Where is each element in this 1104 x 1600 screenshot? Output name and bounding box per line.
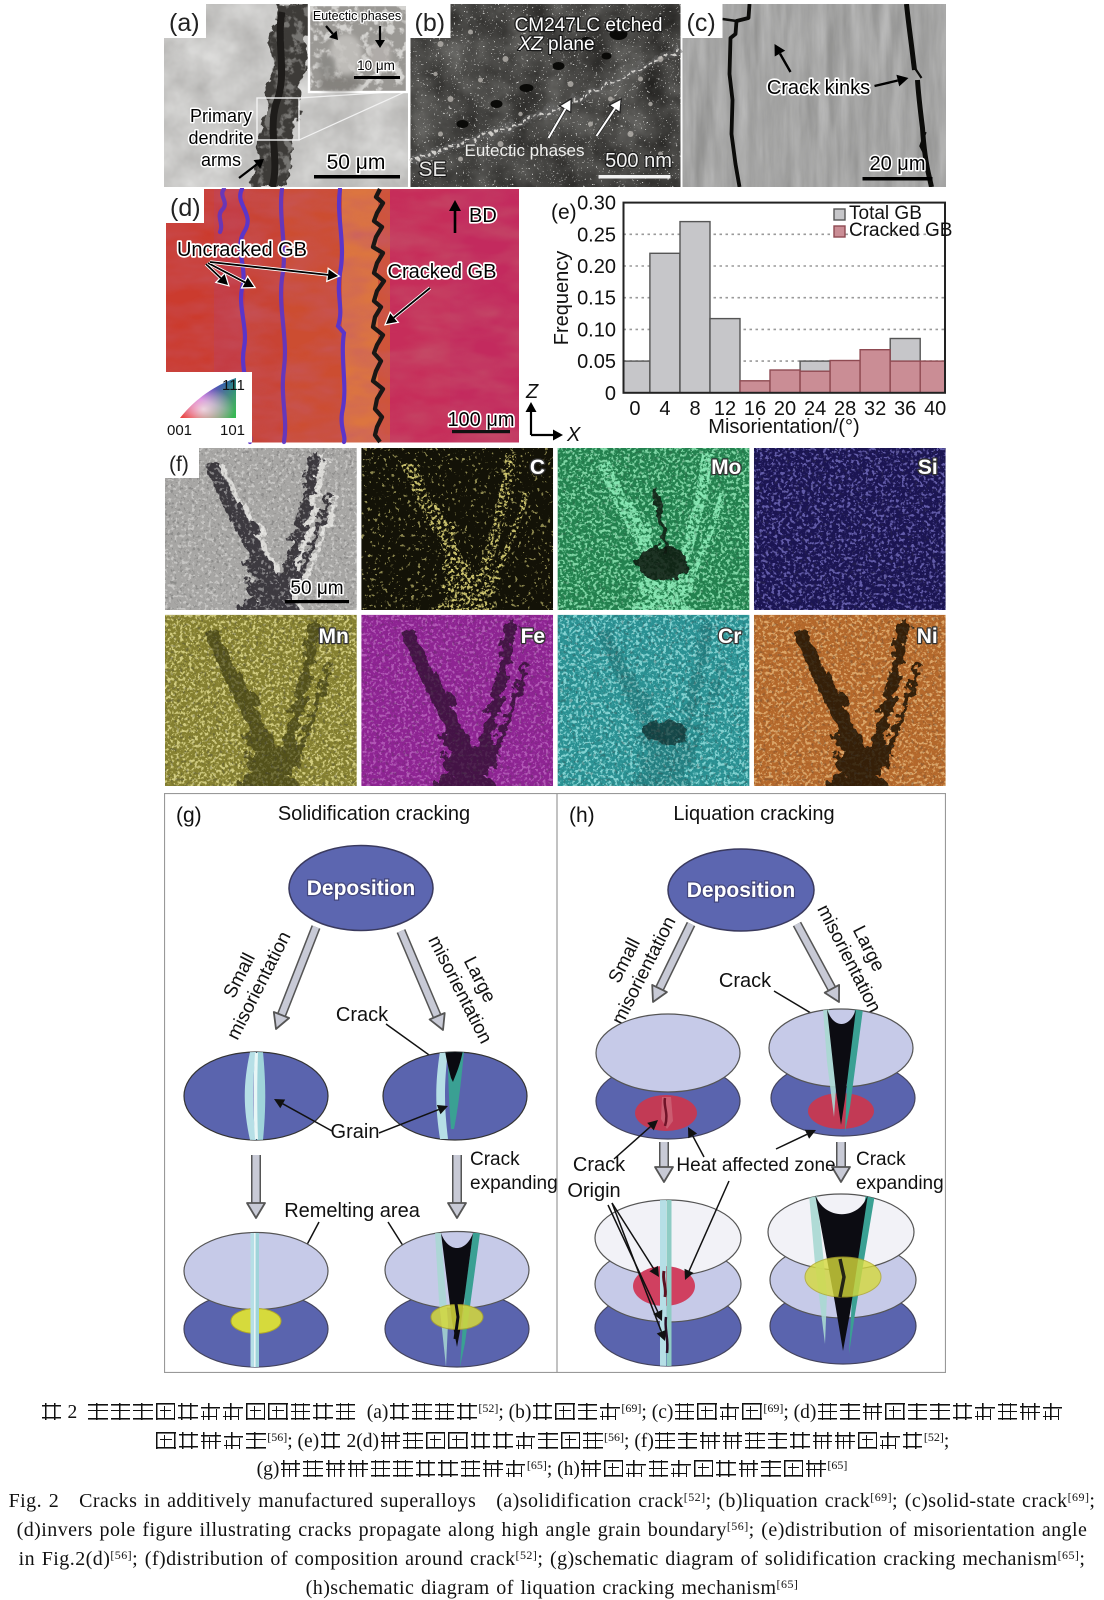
svg-text:(c): (c): [687, 9, 716, 37]
svg-text:(b): (b): [415, 9, 446, 37]
svg-text:4: 4: [659, 398, 670, 420]
svg-text:10 μm: 10 μm: [357, 58, 395, 73]
svg-text:32: 32: [864, 398, 886, 420]
svg-text:0.30: 0.30: [577, 193, 616, 215]
svg-text:20: 20: [774, 398, 796, 420]
svg-text:8: 8: [689, 398, 700, 420]
svg-text:(a): (a): [169, 9, 200, 37]
svg-text:Si: Si: [918, 456, 938, 479]
svg-text:Heat affected zone: Heat affected zone: [676, 1155, 835, 1176]
svg-text:24: 24: [804, 398, 826, 420]
svg-text:Solidification cracking: Solidification cracking: [278, 803, 470, 825]
svg-text:C: C: [530, 456, 545, 479]
svg-text:100 μm: 100 μm: [447, 409, 514, 431]
svg-text:0.10: 0.10: [577, 319, 616, 341]
svg-text:(d): (d): [170, 194, 201, 222]
svg-text:Z: Z: [525, 381, 539, 403]
svg-text:Crack: Crack: [573, 1154, 626, 1176]
svg-text:Mn: Mn: [318, 625, 348, 648]
svg-text:Total GB: Total GB: [849, 203, 922, 224]
svg-text:expanding: expanding: [470, 1173, 558, 1194]
svg-text:Crack: Crack: [856, 1149, 906, 1170]
svg-text:16: 16: [744, 398, 766, 420]
svg-text:CM247LC etched: CM247LC etched: [515, 15, 663, 36]
svg-text:Primary: Primary: [190, 106, 252, 126]
svg-text:Deposition: Deposition: [687, 879, 796, 902]
svg-text:Misorientation/(°): Misorientation/(°): [708, 416, 859, 438]
svg-text:Eutectic phases: Eutectic phases: [464, 141, 584, 160]
svg-text:Origin: Origin: [567, 1180, 620, 1202]
svg-text:111: 111: [222, 377, 245, 394]
svg-text:12: 12: [714, 398, 736, 420]
svg-text:40: 40: [924, 398, 946, 420]
svg-text:500 nm: 500 nm: [605, 150, 672, 172]
svg-text:Deposition: Deposition: [307, 877, 416, 900]
svg-text:XZ plane: XZ plane: [517, 34, 594, 55]
svg-text:Crack kinks: Crack kinks: [767, 77, 870, 99]
svg-text:BD: BD: [469, 205, 497, 227]
svg-text:Frequency: Frequency: [551, 251, 573, 346]
svg-text:0: 0: [605, 383, 616, 405]
svg-text:Grain: Grain: [331, 1121, 380, 1143]
svg-text:Crack: Crack: [719, 970, 772, 992]
svg-text:Fe: Fe: [521, 625, 546, 648]
svg-text:SE: SE: [419, 158, 447, 181]
svg-text:36: 36: [894, 398, 916, 420]
svg-text:dendrite: dendrite: [188, 128, 253, 148]
svg-text:expanding: expanding: [856, 1173, 944, 1194]
svg-text:(e): (e): [551, 201, 577, 224]
svg-text:0.25: 0.25: [577, 224, 616, 246]
svg-text:0: 0: [629, 398, 640, 420]
svg-text:Cr: Cr: [718, 625, 741, 648]
svg-text:Mo: Mo: [711, 456, 741, 479]
svg-text:0.05: 0.05: [577, 351, 616, 373]
svg-text:(h): (h): [569, 804, 595, 827]
svg-text:Crack: Crack: [336, 1004, 389, 1026]
svg-text:0.15: 0.15: [577, 288, 616, 310]
svg-text:(g): (g): [176, 804, 202, 827]
svg-text:(f): (f): [169, 453, 189, 476]
svg-text:Uncracked GB: Uncracked GB: [177, 239, 307, 261]
svg-text:Ni: Ni: [917, 625, 938, 648]
svg-text:Liquation cracking: Liquation cracking: [673, 803, 834, 825]
svg-text:50 μm: 50 μm: [290, 578, 343, 599]
svg-text:Eutectic phases: Eutectic phases: [313, 9, 401, 23]
svg-text:101: 101: [220, 422, 245, 439]
svg-text:Cracked GB: Cracked GB: [388, 261, 497, 283]
svg-text:20 μm: 20 μm: [870, 153, 926, 175]
svg-text:arms: arms: [201, 150, 241, 170]
svg-text:X: X: [566, 424, 581, 446]
svg-text:001: 001: [167, 422, 192, 439]
svg-text:28: 28: [834, 398, 856, 420]
svg-text:Crack: Crack: [470, 1149, 520, 1170]
svg-text:0.20: 0.20: [577, 256, 616, 278]
svg-text:Cracked GB: Cracked GB: [849, 220, 952, 241]
svg-text:50 μm: 50 μm: [327, 151, 386, 174]
svg-text:Remelting area: Remelting area: [284, 1200, 421, 1222]
